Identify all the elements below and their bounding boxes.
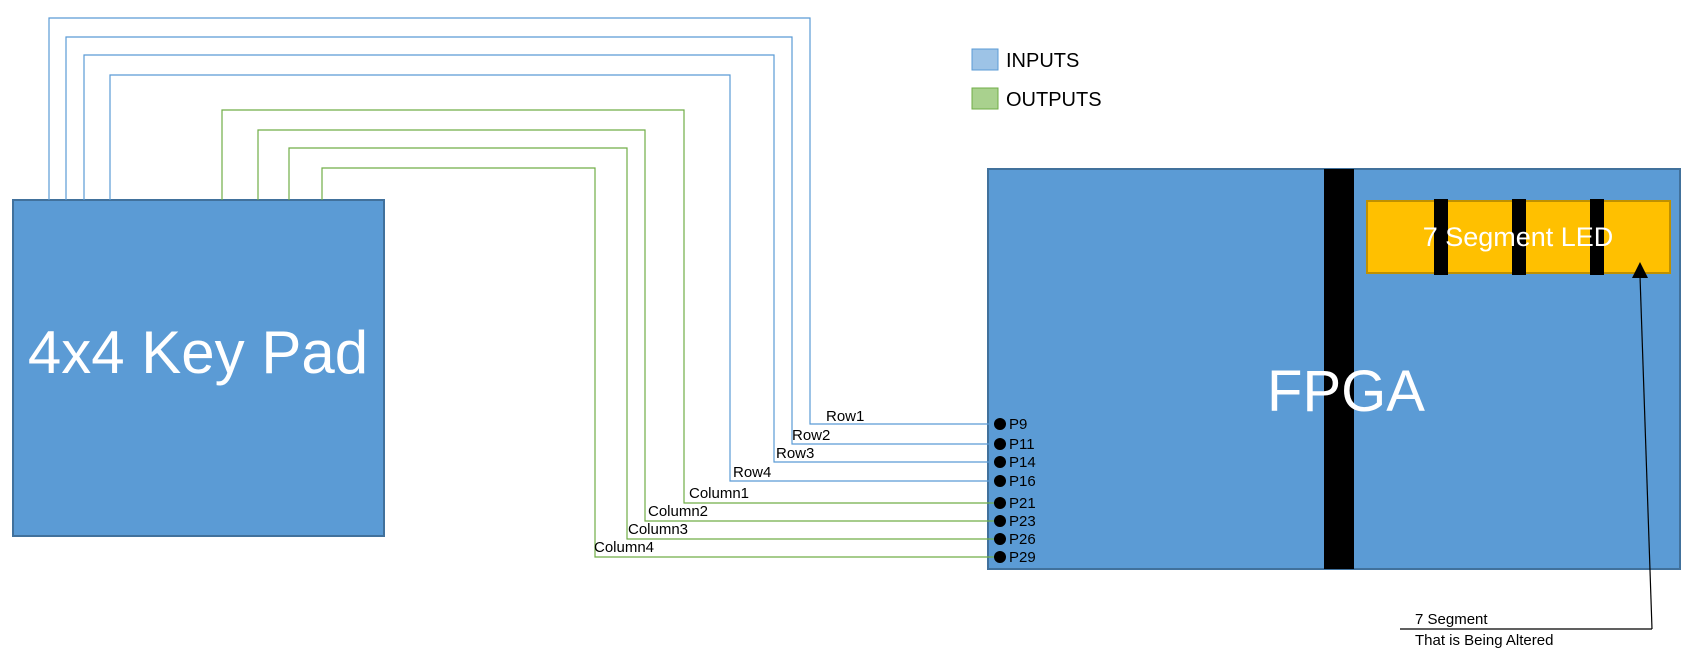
wire-row1 <box>48 17 994 425</box>
legend: INPUTS OUTPUTS <box>971 48 1102 111</box>
wire-column1 <box>221 109 994 504</box>
pin-label-p16: P16 <box>1009 473 1036 490</box>
led-segment-divider <box>1512 199 1526 275</box>
signal-label-column1: Column1 <box>689 485 749 502</box>
pin-label-p14: P14 <box>1009 454 1036 471</box>
legend-inputs-swatch <box>971 48 999 71</box>
wire-row2 <box>65 36 994 445</box>
pin-dot-p9 <box>994 418 1006 430</box>
wire-column4 <box>321 167 994 558</box>
pin-label-p23: P23 <box>1009 513 1036 530</box>
pin-label-p21: P21 <box>1009 495 1036 512</box>
annotation-pointer-line <box>1639 275 1653 630</box>
keypad-label: 4x4 Key Pad <box>28 319 368 386</box>
pin-dot-p23 <box>994 515 1006 527</box>
wire-group: P9 Row1 P11 Row2 P14 Row3 P16 Row4 P21 Column1 P23… <box>48 17 1036 566</box>
led-segment-divider <box>1434 199 1448 275</box>
signal-label-row2: Row2 <box>792 427 830 444</box>
annotation: 7 Segment That is Being Altered <box>1400 262 1653 649</box>
pin-dot-p16 <box>994 475 1006 487</box>
wire-row4 <box>109 74 994 482</box>
led-label: 7 Segment LED <box>1423 222 1614 252</box>
signal-label-column3: Column3 <box>628 521 688 538</box>
seven-segment-led: 7 Segment LED <box>1366 199 1671 275</box>
keypad-box <box>12 199 385 537</box>
pin-dot-p26 <box>994 533 1006 545</box>
wire-row3 <box>83 54 994 463</box>
signal-label-row1: Row1 <box>826 408 864 425</box>
pin-dot-p29 <box>994 551 1006 563</box>
legend-inputs-label: INPUTS <box>1006 50 1079 72</box>
legend-outputs-label: OUTPUTS <box>1006 89 1102 111</box>
signal-label-row4: Row4 <box>733 464 771 481</box>
signal-label-column2: Column2 <box>648 503 708 520</box>
fpga-divider-bar <box>1324 169 1354 569</box>
led-segment-divider <box>1590 199 1604 275</box>
pin-dot-p21 <box>994 497 1006 509</box>
pin-label-p11: P11 <box>1009 436 1035 453</box>
pin-dot-p11 <box>994 438 1006 450</box>
legend-outputs-swatch <box>971 87 999 110</box>
signal-label-column4: Column4 <box>594 539 654 556</box>
pin-label-p9: P9 <box>1009 416 1027 433</box>
pin-label-p26: P26 <box>1009 531 1036 548</box>
pin-dot-p14 <box>994 456 1006 468</box>
annotation-line1: 7 Segment <box>1415 611 1488 628</box>
wire-column3 <box>288 147 994 540</box>
wire-column2 <box>257 129 994 522</box>
annotation-arrowhead <box>1632 262 1648 278</box>
keypad: 4x4 Key Pad <box>12 199 385 537</box>
annotation-line2: That is Being Altered <box>1415 632 1553 649</box>
pin-label-p29: P29 <box>1009 549 1036 566</box>
fpga-label: FPGA <box>1267 359 1425 424</box>
signal-label-row3: Row3 <box>776 445 814 462</box>
